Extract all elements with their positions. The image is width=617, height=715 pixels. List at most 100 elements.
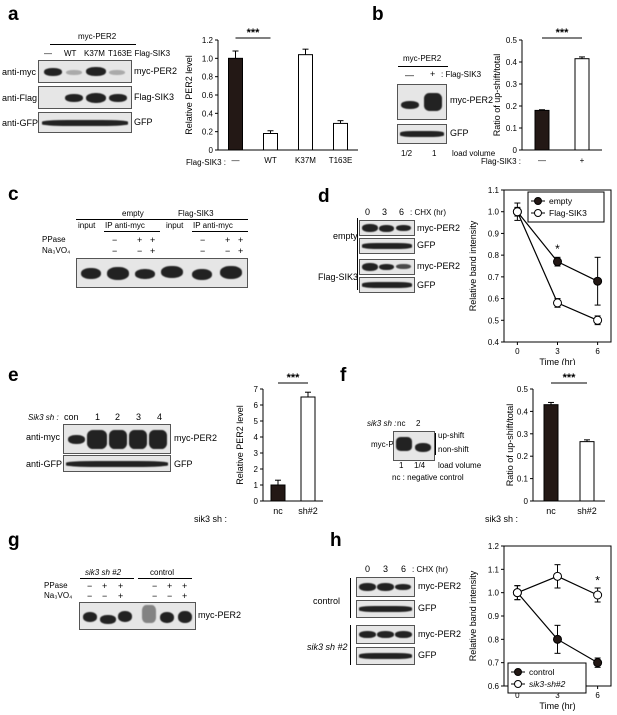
f-x-prefix: sik3 sh :: [485, 514, 519, 524]
h-xtick-label: 3: [555, 691, 560, 700]
f-ytick-label: 0: [524, 497, 529, 506]
c-blot: [76, 258, 248, 288]
h-blot-2: [356, 600, 415, 618]
d-point: [553, 257, 562, 267]
c-row-2: Na₃VO₄: [42, 246, 71, 255]
d-ytick-label: 0.6: [488, 295, 500, 304]
panel-letter-b: b: [372, 4, 384, 25]
d-bracket-1: [357, 218, 358, 262]
a-x-prefix: Flag-SIK3 :: [186, 158, 227, 167]
e-ytick-label: 1: [254, 481, 259, 490]
a-lane-label: : Flag-SIK3: [130, 49, 171, 58]
panel-letter-g: g: [8, 530, 20, 551]
d-ytick-label: 0.7: [488, 273, 500, 282]
c-row-1: PPase: [42, 235, 66, 244]
a-ytick-label: 0.4: [202, 109, 214, 118]
f-bar: [579, 441, 595, 502]
e-band-2: GFP: [174, 459, 193, 469]
a-lane-4: T163E: [108, 49, 132, 58]
g-sign-r2-l1: −: [87, 591, 93, 601]
c-sign-r1-l4: −: [200, 235, 206, 245]
a-sig-label: ***: [247, 27, 261, 39]
c-sign-r1-l3: +: [150, 235, 156, 245]
c-sign-r1-l5: +: [225, 235, 231, 245]
a-band-3: GFP: [134, 117, 153, 127]
d-ytick-label: 0.5: [488, 316, 500, 325]
f-shift-2: non-shift: [438, 445, 469, 454]
a-bar: [298, 54, 313, 151]
d-legend-label: Flag-SIK3: [549, 208, 587, 218]
e-band-1: myc-PER2: [174, 433, 218, 443]
b-x-prefix: Flag-SIK3 :: [481, 157, 522, 166]
a-lane-3: K37M: [84, 49, 105, 58]
h-bracket-1: [350, 578, 351, 618]
h-blot-4: [356, 647, 415, 665]
a-ytick-label: 1.2: [202, 36, 214, 45]
e-x-prefix: sik3 sh :: [194, 514, 228, 524]
e-xtick-label: nc: [273, 506, 283, 516]
d-point: [593, 276, 603, 286]
f-ytick-label: 0.4: [517, 407, 529, 416]
d-point: [512, 207, 522, 217]
b-ytick-label: 0.1: [506, 124, 518, 133]
e-ytick-label: 7: [254, 385, 259, 394]
c-sub-2: IP anti-myc: [105, 221, 145, 230]
b-bar: [534, 109, 550, 151]
e-blot-gfp: [63, 455, 171, 472]
b-lane-2: +: [430, 69, 436, 79]
g-sign-r2-l4: −: [152, 591, 158, 601]
g-sign-r1-l2: +: [102, 581, 108, 591]
e-ytick-label: 2: [254, 465, 259, 474]
b-header: myc-PER2: [403, 54, 442, 63]
d-blot-1: [359, 220, 415, 236]
a-ytick-label: 1.0: [202, 54, 214, 63]
d-band-4: GFP: [417, 280, 436, 290]
a-xtick-label: K37M: [295, 156, 316, 165]
b-sig-label: ***: [556, 27, 570, 39]
g-sign-r1-l3: +: [118, 581, 124, 591]
h-point: [553, 634, 562, 644]
d-legend-box: [527, 191, 605, 223]
b-bar: [574, 58, 590, 151]
d-lane-3: 6: [399, 207, 405, 217]
panel-letter-a: a: [8, 4, 19, 25]
a-header-line: [50, 44, 136, 45]
h-lane-2: 3: [383, 564, 389, 574]
b-lane-1: —: [405, 70, 414, 80]
h-bracket-2: [350, 625, 351, 665]
a-xtick-label: —: [232, 156, 240, 165]
f-xtick-label: nc: [546, 506, 556, 516]
d-blot-4: [359, 277, 415, 293]
d-lane-1: 0: [365, 207, 371, 217]
e-blot-myc: [63, 424, 171, 454]
a-lane-2: WT: [64, 49, 77, 58]
a-bar-chart: 0 0.2 0.4 0.6 0.8 1.0 1.2 — WT K37M T163E Relative …: [184, 27, 358, 165]
e-ytick-label: 4: [254, 433, 259, 442]
h-cond-1: control: [313, 596, 341, 606]
g-group-2: control: [150, 568, 175, 577]
a-blot-gfp: [38, 112, 132, 133]
e-lane-4: 3: [136, 412, 142, 422]
h-legend-label: sik3-sh#2: [529, 679, 566, 689]
d-ytick-label: 1.1: [488, 186, 500, 195]
c-sign-r1-l6: +: [238, 235, 244, 245]
c-sign-r2-l2: −: [137, 246, 143, 256]
b-load-label: load volume: [452, 149, 496, 158]
h-lane-label: : CHX (hr): [412, 565, 448, 574]
a-ytick-label: 0.2: [202, 128, 214, 137]
e-ylabel: Relative PER2 level: [235, 405, 245, 485]
d-bracket-2: [357, 260, 358, 290]
e-bar-chart: 0 1 2 3 4 5 6 7 nc sh#2 Relative PER2 level ***: [235, 372, 323, 516]
c-sign-r2-l1: −: [112, 246, 118, 256]
h-legend-marker: [514, 680, 522, 688]
g-sign-r1-l4: −: [152, 581, 158, 591]
b-xtick-label: +: [580, 156, 585, 165]
g-row-1: PPase: [44, 581, 68, 590]
c-sub-3: input: [166, 221, 184, 230]
e-ytick-label: 3: [254, 449, 259, 458]
h-band-2: GFP: [418, 603, 437, 613]
a-ytick-label: 0.6: [202, 91, 214, 100]
c-sign-r2-l4: −: [200, 246, 206, 256]
c-sub-line-1: [104, 231, 160, 232]
a-bar: [333, 122, 348, 151]
